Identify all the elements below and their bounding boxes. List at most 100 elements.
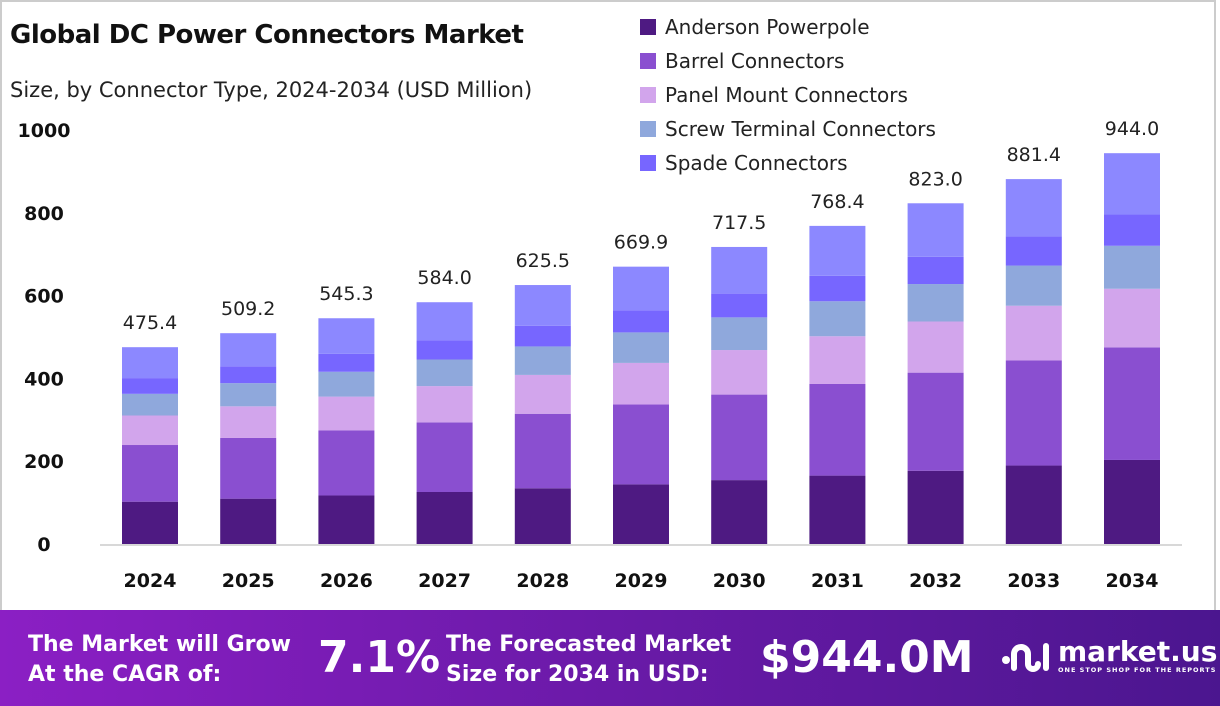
legend-swatch — [640, 121, 656, 137]
chart-title: Global DC Power Connectors Market — [10, 20, 524, 50]
chart-frame — [0, 0, 1216, 610]
footer-banner: The Market will Grow At the CAGR of: 7.1… — [0, 610, 1220, 706]
bar-segment — [318, 318, 375, 354]
bar-segment — [907, 284, 964, 322]
x-tick-label: 2026 — [320, 570, 373, 592]
bar-segment — [122, 415, 178, 446]
bar-segment — [1104, 245, 1160, 289]
bar-segment — [613, 362, 669, 405]
bar-segment — [514, 488, 571, 544]
bar-segment — [122, 378, 178, 394]
legend-item: Anderson Powerpole — [640, 10, 936, 44]
chart-subtitle: Size, by Connector Type, 2024-2034 (USD … — [10, 78, 533, 102]
legend-label: Spade Connectors — [665, 151, 848, 175]
bar-segment — [1104, 288, 1160, 348]
bar-segment — [220, 383, 277, 407]
x-tick-label: 2029 — [615, 570, 668, 592]
forecast-label-line1: The Forecasted Market — [446, 632, 732, 657]
bar-segment — [220, 366, 277, 384]
legend-item: Panel Mount Connectors — [640, 78, 936, 112]
bar-segment — [416, 386, 473, 423]
total-label: 475.4 — [123, 312, 177, 334]
bar-segment — [220, 333, 277, 367]
legend-item: Spade Connectors — [640, 146, 936, 180]
legend-label: Barrel Connectors — [665, 49, 845, 73]
bar-segment — [514, 413, 571, 489]
x-tick-label: 2031 — [811, 570, 864, 592]
bar-segment — [122, 501, 178, 544]
bar-segment — [514, 374, 571, 414]
bar-segment — [613, 266, 669, 311]
legend-label: Panel Mount Connectors — [665, 83, 908, 107]
bar-segment — [809, 225, 866, 276]
bar-segment — [711, 350, 768, 395]
bar-segment — [318, 495, 375, 544]
x-tick-label: 2028 — [516, 570, 569, 592]
bar-segment — [514, 346, 571, 375]
bar-segment — [907, 470, 964, 544]
brand-tagline: ONE STOP SHOP FOR THE REPORTS — [1058, 666, 1217, 674]
bar-segment — [416, 359, 473, 387]
bar-segment — [613, 332, 669, 363]
x-tick-label: 2030 — [713, 570, 766, 592]
bar-segment — [809, 475, 866, 544]
legend-swatch — [640, 53, 656, 69]
bar-segment — [318, 430, 375, 496]
bar-segment — [613, 404, 669, 485]
x-tick-label: 2033 — [1007, 570, 1060, 592]
bar-segment — [1005, 265, 1062, 306]
bar-segment — [809, 275, 866, 302]
total-label: 669.9 — [614, 232, 668, 254]
bar-segment — [1104, 459, 1160, 544]
bar-segment — [416, 302, 473, 341]
bar-segment — [1104, 214, 1160, 246]
cagr-label-line2: At the CAGR of: — [28, 662, 222, 687]
legend-swatch — [640, 19, 656, 35]
total-label: 584.0 — [417, 267, 471, 289]
forecast-label-line2: Size for 2034 in USD: — [446, 662, 709, 687]
y-tick-label: 0 — [37, 534, 50, 556]
legend-label: Anderson Powerpole — [665, 15, 870, 39]
forecast-label: The Forecasted Market Size for 2034 in U… — [446, 630, 731, 690]
y-tick-label: 200 — [24, 451, 64, 473]
bar-segment — [711, 293, 768, 318]
logo-icon — [1002, 643, 1049, 672]
bar-segment — [809, 301, 866, 337]
forecast-value: $944.0M — [760, 632, 974, 683]
x-tick-label: 2025 — [222, 570, 275, 592]
bar-segment — [318, 396, 375, 431]
legend-item: Barrel Connectors — [640, 44, 936, 78]
bar-segment — [122, 445, 178, 502]
bar-segment — [416, 422, 473, 493]
total-label: 625.5 — [516, 250, 570, 272]
market-us-logo: market.us ONE STOP SHOP FOR THE REPORTS — [1000, 638, 1217, 674]
legend-label: Screw Terminal Connectors — [665, 117, 936, 141]
bar-segment — [711, 394, 768, 481]
x-tick-label: 2024 — [124, 570, 177, 592]
bar-segment — [711, 317, 768, 351]
bar-segment — [514, 285, 571, 326]
total-label: 768.4 — [810, 191, 864, 213]
legend-swatch — [640, 87, 656, 103]
bar-segment — [907, 321, 964, 373]
bar-segment — [1005, 305, 1062, 361]
total-label: 509.2 — [221, 298, 275, 320]
bar-chart: 0 200 400 600 800 1000 475.4 2024 509.2 2025 545.3… — [18, 118, 1182, 592]
y-tick-label: 600 — [24, 286, 64, 308]
legend-item: Screw Terminal Connectors — [640, 112, 936, 146]
bar-segment — [122, 393, 178, 416]
bar-segment — [1104, 153, 1160, 215]
x-tick-label: 2034 — [1106, 570, 1159, 592]
bar-segment — [809, 336, 866, 384]
bar-segment — [613, 310, 669, 333]
cagr-label: The Market will Grow At the CAGR of: — [28, 630, 291, 690]
bar-segment — [220, 406, 277, 438]
bar-segment — [416, 492, 473, 544]
bar-segment — [220, 498, 277, 544]
total-label: 717.5 — [712, 212, 766, 234]
brand-name: market.us — [1058, 635, 1218, 668]
x-tick-label: 2032 — [909, 570, 962, 592]
bar-segment — [907, 256, 964, 285]
bar-segment — [907, 372, 964, 471]
bar-segment — [1005, 360, 1062, 466]
